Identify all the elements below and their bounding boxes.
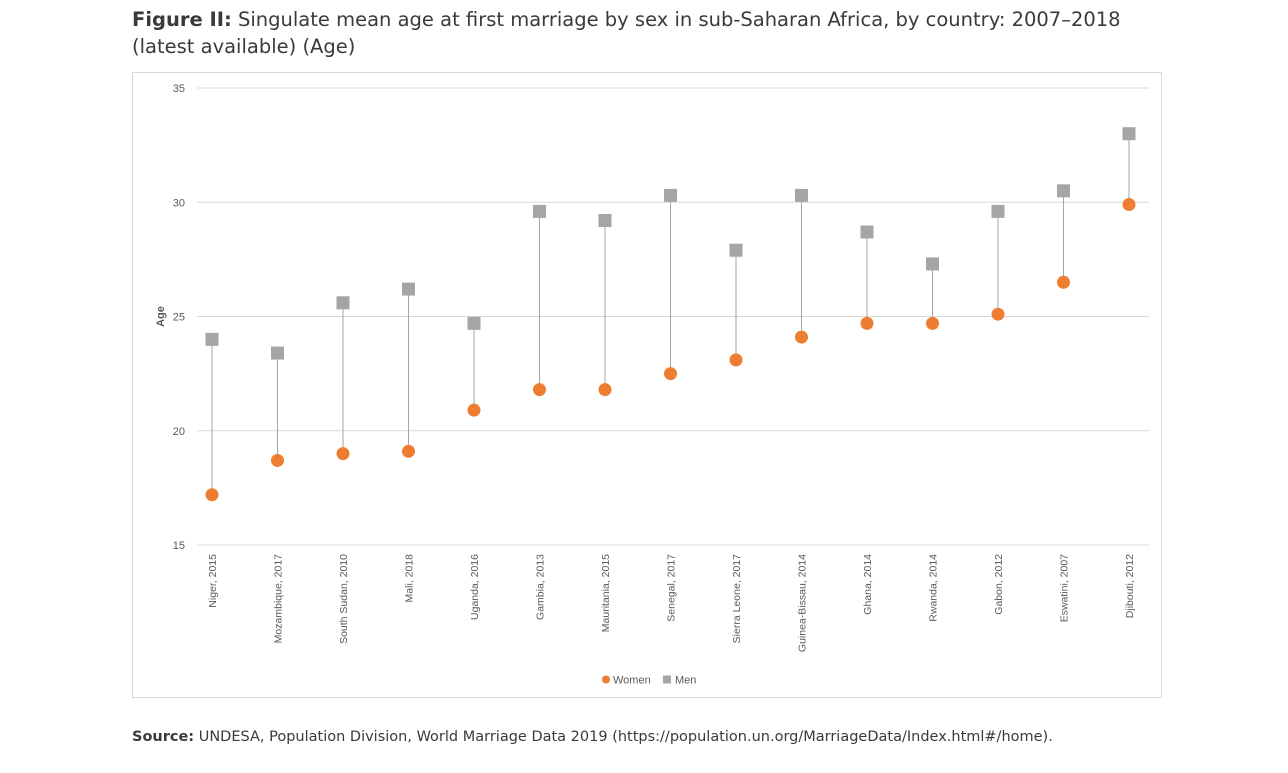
men-point (729, 243, 743, 257)
women-point (402, 444, 415, 458)
x-tick-label: Sierra Leone, 2017 (731, 554, 743, 643)
legend-men-label: Men (675, 675, 696, 687)
x-tick-label: Eswatini, 2007 (1059, 554, 1071, 622)
y-tick-label: 30 (173, 197, 185, 209)
women-point (991, 307, 1005, 321)
source-note: Source: UNDESA, Population Division, Wor… (132, 729, 1053, 745)
men-point (664, 188, 677, 202)
men-point (533, 204, 546, 218)
men-point (205, 332, 219, 346)
figure-title-text: Singulate mean age at first marriage by … (132, 8, 1121, 58)
women-point (729, 353, 743, 367)
women-point (467, 403, 481, 417)
dumbbell-chart: 15 20 25 30 35 Age Niger, 2015 Mozambique, 2017… (155, 83, 1149, 687)
x-tick-label: Mozambique, 2017 (273, 554, 285, 643)
x-tick-label: Uganda, 2016 (469, 554, 481, 620)
men-point (271, 346, 284, 360)
women-point (664, 367, 677, 381)
men-point (1122, 127, 1136, 141)
y-tick-label: 35 (173, 83, 185, 95)
women-point (533, 383, 546, 397)
men-point (402, 282, 415, 296)
women-point (1122, 198, 1136, 212)
women-point (795, 330, 808, 344)
x-tick-label: Mali, 2018 (404, 554, 416, 603)
chart-container: 15 20 25 30 35 Age Niger, 2015 Mozambique, 2017… (132, 72, 1162, 698)
men-point (1057, 184, 1070, 198)
source-lead: Source: (132, 729, 195, 745)
x-tick-label: Rwanda, 2014 (928, 554, 940, 622)
women-point (860, 316, 874, 330)
women-point (926, 316, 939, 330)
figure-title-lead: Figure II: (132, 8, 232, 31)
men-point (991, 204, 1005, 218)
legend-men-marker (663, 675, 671, 684)
women-point (205, 488, 219, 502)
x-tick-label: Senegal, 2017 (666, 554, 678, 622)
men-point (926, 257, 939, 271)
x-tick-label: Niger, 2015 (207, 554, 219, 608)
women-point (598, 383, 612, 397)
legend: Women Men (602, 675, 696, 687)
women-point (336, 447, 350, 461)
legend-women-marker (602, 675, 610, 684)
x-tick-label: Gabon, 2012 (993, 554, 1005, 615)
source-text: UNDESA, Population Division, World Marri… (198, 729, 1053, 745)
men-point (860, 225, 874, 239)
x-tick-label: Gambia, 2013 (535, 554, 547, 620)
legend-women-label: Women (613, 675, 651, 687)
men-point (598, 214, 612, 228)
y-tick-label: 20 (173, 426, 185, 438)
men-point (336, 296, 350, 310)
x-tick-label: Ghana, 2014 (862, 554, 874, 615)
x-tick-label: Djibouti, 2012 (1124, 554, 1136, 618)
men-point (467, 316, 481, 330)
figure-title: Figure II: Singulate mean age at first m… (132, 6, 1132, 60)
y-tick-label: 25 (173, 312, 185, 324)
men-point (795, 188, 808, 202)
women-point (1057, 275, 1070, 289)
x-tick-label: South Sudan, 2010 (338, 554, 350, 644)
x-tick-label: Guinea-Bissau, 2014 (797, 554, 809, 652)
y-tick-label: 15 (173, 540, 185, 552)
y-axis-label: Age (155, 306, 167, 327)
women-point (271, 453, 284, 467)
x-tick-label: Mauritania, 2015 (600, 554, 612, 632)
